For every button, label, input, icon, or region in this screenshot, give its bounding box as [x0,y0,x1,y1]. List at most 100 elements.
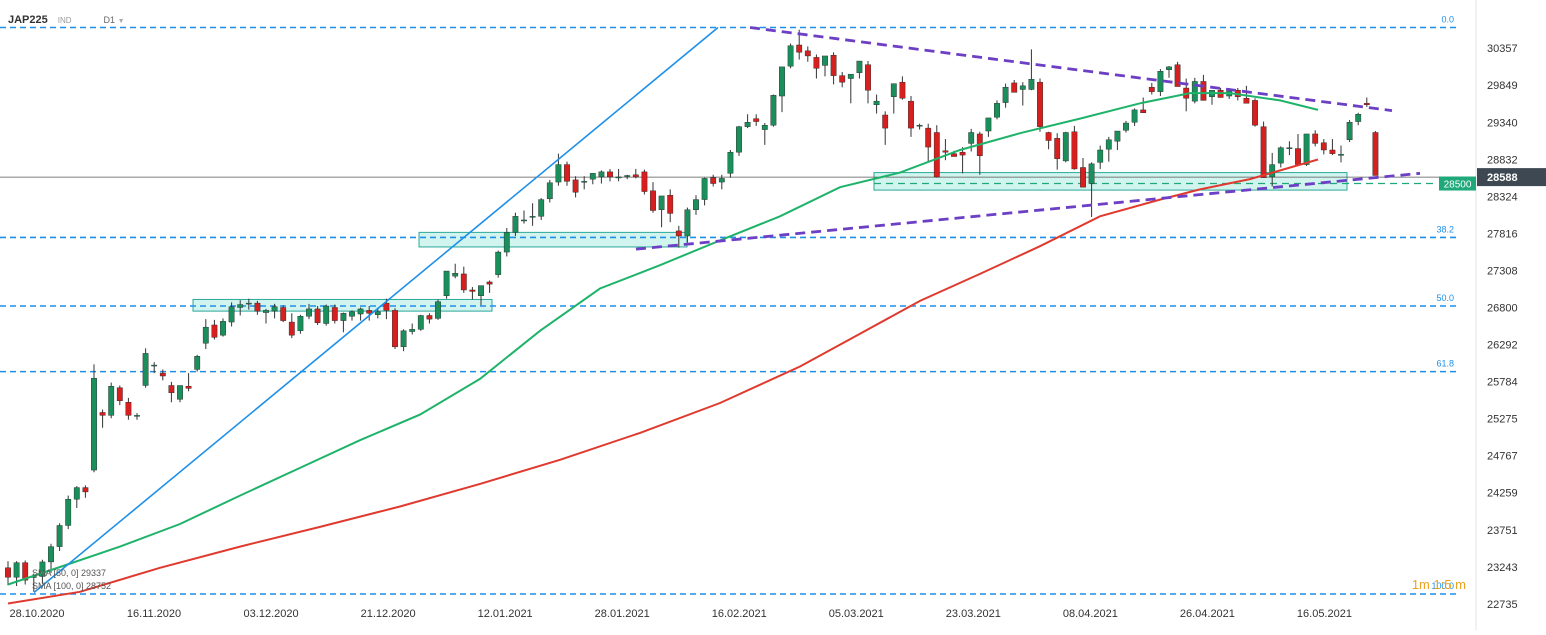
bullish-candle[interactable] [48,546,54,563]
bullish-candle[interactable] [503,232,510,253]
bullish-candle[interactable] [73,487,80,500]
bullish-candle[interactable] [1355,114,1362,122]
bullish-candle[interactable] [417,315,424,330]
bullish-candle[interactable] [1157,71,1164,92]
bearish-candle[interactable] [632,174,639,178]
bearish-candle[interactable] [116,387,123,401]
bullish-candle[interactable] [478,285,484,297]
bearish-candle[interactable] [813,57,820,69]
bearish-candle[interactable] [641,171,648,192]
bullish-candle[interactable] [1114,130,1121,142]
bearish-candle[interactable] [1200,81,1207,101]
bullish-candle[interactable] [761,124,768,130]
bullish-candle[interactable] [968,132,975,144]
bullish-candle[interactable] [658,195,665,210]
bearish-candle[interactable] [288,321,295,336]
bearish-candle[interactable] [1140,109,1147,114]
bearish-candle[interactable] [1080,167,1086,188]
bearish-candle[interactable] [185,386,192,389]
bullish-candle[interactable] [409,329,416,332]
bullish-candle[interactable] [736,126,742,153]
bearish-candle[interactable] [366,310,373,314]
bearish-candle[interactable] [5,567,11,578]
bearish-candle[interactable] [1372,132,1379,176]
bullish-candle[interactable] [340,313,347,321]
bearish-candle[interactable] [839,75,846,83]
bearish-candle[interactable] [804,50,811,57]
bearish-candle[interactable] [572,179,579,193]
bullish-candle[interactable] [512,216,519,233]
bullish-candle[interactable] [452,273,459,277]
bearish-candle[interactable] [650,190,656,211]
bearish-candle[interactable] [1320,142,1327,151]
bullish-candle[interactable] [779,66,785,97]
bullish-candle[interactable] [1123,122,1129,131]
bearish-candle[interactable] [1295,148,1301,165]
bullish-candle[interactable] [65,499,72,526]
bullish-candle[interactable] [297,316,304,331]
bullish-candle[interactable] [1269,164,1276,178]
bullish-candle[interactable] [718,178,725,183]
indicator-legend-label[interactable]: SMA [100, 0] 28752 [32,581,111,591]
bullish-candle[interactable] [847,73,854,79]
bullish-candle[interactable] [108,386,115,416]
bearish-candle[interactable] [426,315,433,320]
bullish-candle[interactable] [1277,147,1284,164]
bullish-candle[interactable] [589,173,596,180]
bearish-candle[interactable] [22,562,29,581]
bullish-candle[interactable] [349,311,355,317]
bullish-candle[interactable] [985,117,992,132]
bullish-candle[interactable] [521,219,527,222]
resistance-trendline[interactable] [749,26,1393,113]
bearish-candle[interactable] [959,151,966,156]
interval-selector[interactable]: D1 ▼ [104,15,125,25]
bearish-candle[interactable] [280,307,287,321]
bearish-candle[interactable] [254,302,261,312]
bearish-candle[interactable] [1174,64,1181,87]
bullish-candle[interactable] [787,45,794,67]
bullish-candle[interactable] [495,251,502,275]
bullish-candle[interactable] [39,561,46,577]
bullish-candle[interactable] [529,216,536,218]
bearish-candle[interactable] [159,372,166,377]
bullish-candle[interactable] [1166,66,1172,70]
bearish-candle[interactable] [314,308,321,323]
bearish-candle[interactable] [925,127,932,148]
bearish-candle[interactable] [899,81,906,99]
bullish-candle[interactable] [1019,85,1026,90]
bullish-candle[interactable] [245,302,252,305]
bullish-candle[interactable] [142,353,149,386]
bullish-candle[interactable] [151,364,158,367]
bearish-candle[interactable] [882,114,889,129]
bullish-candle[interactable] [684,209,691,237]
bullish-candle[interactable] [546,182,553,200]
bearish-candle[interactable] [1252,100,1258,126]
bullish-candle[interactable] [443,270,450,297]
bullish-candle[interactable] [822,55,828,66]
bullish-candle[interactable] [1062,132,1069,162]
bullish-candle[interactable] [91,377,97,471]
bearish-candle[interactable] [1011,82,1018,93]
bullish-candle[interactable] [873,100,880,105]
bullish-candle[interactable] [701,178,708,200]
bullish-candle[interactable] [1088,163,1095,184]
bearish-candle[interactable] [1260,126,1267,178]
bearish-candle[interactable] [331,307,338,321]
bullish-candle[interactable] [237,304,244,308]
bearish-candle[interactable] [392,310,398,348]
bearish-candle[interactable] [1312,133,1319,144]
bullish-candle[interactable] [1303,133,1310,165]
bullish-candle[interactable] [1131,109,1138,123]
bullish-candle[interactable] [744,122,751,127]
bullish-candle[interactable] [1097,149,1104,163]
bearish-candle[interactable] [469,289,476,292]
bearish-candle[interactable] [125,402,132,416]
bullish-candle[interactable] [1002,87,1009,103]
bearish-candle[interactable] [1045,132,1052,141]
bullish-candle[interactable] [13,562,20,578]
bullish-candle[interactable] [538,199,545,217]
bearish-candle[interactable] [607,171,613,178]
bearish-candle[interactable] [933,132,940,178]
bullish-candle[interactable] [1338,154,1344,156]
